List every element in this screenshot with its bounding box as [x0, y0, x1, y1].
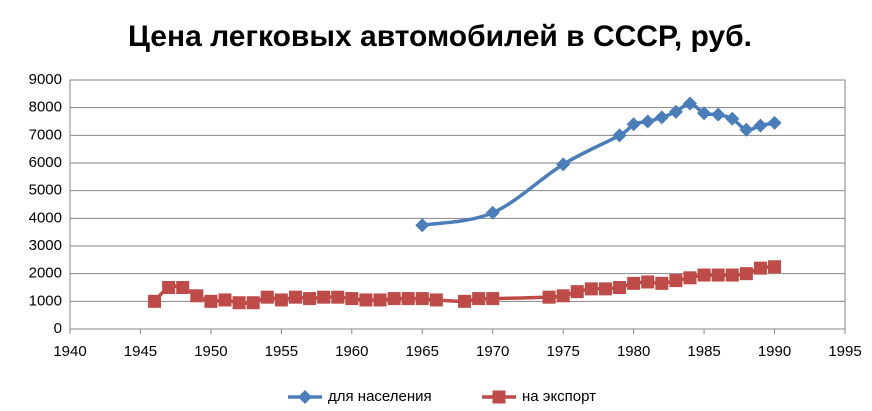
x-tick-label: 1970 [476, 343, 509, 360]
data-point [655, 276, 669, 290]
data-point [753, 118, 768, 133]
data-point [218, 293, 232, 307]
data-point [359, 293, 373, 307]
x-tick-label: 1985 [687, 343, 720, 360]
data-point [345, 292, 359, 306]
data-point [627, 276, 641, 290]
data-point [148, 294, 162, 308]
x-tick-label: 1980 [617, 343, 650, 360]
plot-border [69, 79, 846, 330]
x-tick-label: 1955 [265, 343, 298, 360]
data-point [668, 104, 683, 119]
data-point [556, 289, 570, 303]
data-point [683, 271, 697, 285]
data-point [584, 282, 598, 296]
data-point [739, 122, 754, 137]
data-point [373, 293, 387, 307]
data-point [556, 157, 571, 172]
data-point [176, 281, 190, 294]
data-point [458, 294, 472, 308]
data-point [260, 290, 274, 304]
data-point [654, 110, 669, 125]
data-point [246, 296, 260, 310]
data-point [288, 290, 302, 304]
data-point [711, 268, 725, 282]
y-tick-label: 7000 [29, 126, 62, 143]
data-point [669, 274, 683, 288]
data-point [697, 268, 711, 282]
y-tick-label: 0 [54, 320, 62, 337]
data-point [570, 285, 584, 299]
data-point [739, 267, 753, 281]
data-point [303, 292, 317, 306]
data-point [162, 281, 176, 294]
data-point [232, 296, 246, 310]
x-tick-label: 1975 [546, 343, 579, 360]
data-point [640, 114, 655, 129]
data-point [612, 128, 627, 143]
data-point [415, 218, 430, 233]
data-point [415, 292, 429, 306]
legend-label: для населения [328, 388, 432, 405]
data-point [429, 293, 443, 307]
data-point [274, 293, 288, 307]
data-point [387, 292, 401, 306]
data-point [598, 282, 612, 296]
data-point [767, 115, 782, 130]
data-point [711, 107, 726, 122]
data-point [725, 111, 740, 126]
data-point [190, 289, 204, 303]
data-point [641, 275, 655, 289]
data-point [613, 281, 627, 294]
x-tick-label: 1965 [406, 343, 439, 360]
x-tick-label: 1990 [758, 343, 791, 360]
data-point [204, 294, 218, 308]
y-tick-label: 8000 [29, 99, 62, 116]
data-point [401, 292, 415, 306]
data-point [486, 292, 500, 306]
x-tick-label: 1950 [194, 343, 227, 360]
data-point [725, 268, 739, 282]
data-point [626, 117, 641, 132]
y-tick-label: 5000 [29, 182, 62, 199]
data-point [472, 292, 486, 306]
data-point [753, 261, 767, 275]
chart-title: Цена легковых автомобилей в СССР, руб. [128, 20, 752, 53]
y-tick-label: 9000 [29, 71, 62, 88]
data-point [768, 260, 782, 274]
y-tick-label: 4000 [29, 209, 62, 226]
x-tick-label: 1960 [335, 343, 368, 360]
data-point [331, 290, 345, 304]
y-tick-label: 2000 [29, 265, 62, 282]
data-point [683, 96, 697, 111]
data-point [485, 205, 500, 220]
data-point [542, 290, 556, 304]
legend-label: на экспорт [522, 388, 596, 405]
x-tick-label: 1940 [53, 343, 86, 360]
series-line [421, 101, 775, 227]
y-tick-label: 3000 [29, 237, 62, 254]
y-tick-label: 1000 [29, 292, 62, 309]
legend-marker [298, 390, 312, 404]
legend-marker [492, 390, 506, 404]
data-point [317, 290, 331, 304]
x-tick-label: 1995 [828, 343, 861, 360]
data-point [697, 106, 712, 121]
x-tick-label: 1945 [124, 343, 157, 360]
y-tick-label: 6000 [29, 154, 62, 171]
